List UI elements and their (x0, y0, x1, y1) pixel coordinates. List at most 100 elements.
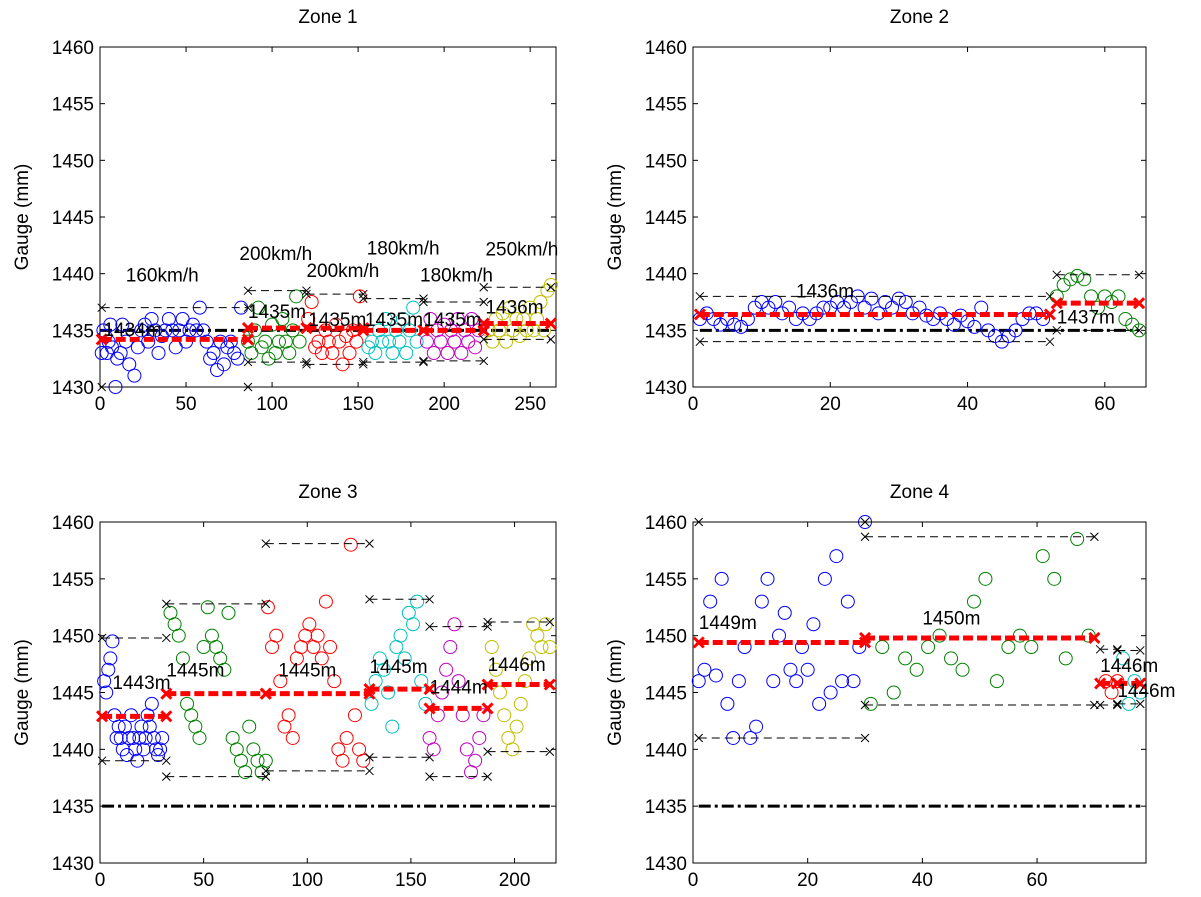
y-tick-label: 1455 (645, 95, 687, 116)
data-point (216, 357, 231, 372)
annotation-label: 1445m (166, 661, 224, 682)
data-point (251, 300, 266, 315)
marker-stroke (419, 356, 428, 366)
data-point (402, 323, 417, 338)
marker-stroke (483, 622, 492, 631)
limit-marker (1134, 270, 1144, 280)
limit-marker (358, 289, 368, 299)
marker-stroke (243, 303, 253, 313)
plot-frame (692, 46, 1147, 388)
mean-marker (477, 317, 490, 330)
marker-stroke (1052, 325, 1062, 335)
data-point (258, 334, 273, 349)
marker-stroke (417, 324, 430, 337)
data-point (275, 312, 290, 326)
x-tick-label: 200 (428, 394, 460, 415)
marker-stroke (357, 324, 370, 337)
limit-marker (483, 622, 492, 631)
limit-marker (419, 294, 428, 303)
data-point (898, 295, 913, 309)
data-point (898, 651, 913, 666)
data-point (1070, 532, 1085, 547)
data-point (459, 742, 474, 757)
x-tick-label: 0 (688, 394, 699, 415)
data-point (356, 753, 371, 768)
data-point (148, 742, 163, 757)
mean-marker (160, 687, 173, 700)
data-point (399, 346, 414, 360)
data-point (1008, 323, 1023, 338)
marker-stroke (860, 733, 870, 743)
data-point (703, 594, 718, 609)
limit-marker (1095, 644, 1105, 654)
data-point (268, 346, 283, 360)
data-point (161, 312, 176, 326)
data-point (347, 708, 362, 723)
data-point (260, 600, 275, 615)
data-point (1035, 549, 1050, 564)
data-point (1063, 272, 1078, 287)
x-tick-label: 0 (688, 870, 699, 891)
data-point (806, 617, 821, 632)
data-point (1077, 272, 1092, 287)
data-point (368, 346, 383, 360)
data-point (1047, 571, 1062, 586)
mean-marker (357, 324, 370, 337)
marker-stroke (261, 766, 271, 776)
marker-stroke (1112, 700, 1122, 710)
data-point (281, 708, 296, 723)
marker-stroke (1095, 644, 1105, 654)
marker-stroke (1094, 677, 1107, 690)
annotation-label: 1443m (112, 673, 170, 694)
data-point (382, 334, 397, 349)
data-point (206, 346, 221, 360)
data-point (708, 668, 723, 683)
data-point (875, 640, 890, 655)
data-point (406, 300, 421, 315)
data-point (522, 651, 537, 666)
limit-marker (365, 539, 374, 548)
subplot-zone-3: 0 50 100 150 200 1430 1435 1440 1445 1450 1455 1460… (12, 482, 557, 891)
mean-marker (1111, 677, 1124, 690)
data-point (292, 334, 307, 349)
data-point (542, 640, 557, 655)
marker-stroke (161, 756, 171, 766)
data-point (783, 662, 798, 677)
data-point (127, 368, 142, 383)
limit-marker (1134, 325, 1144, 335)
data-point (464, 312, 479, 326)
x-tick-label: 0 (95, 870, 106, 891)
chart-title: Zone 3 (298, 482, 357, 503)
limit-marker (261, 539, 271, 548)
y-tick-label: 1430 (52, 854, 94, 875)
series-6 (484, 617, 557, 757)
marker-stroke (300, 322, 313, 335)
limit-marker (546, 335, 556, 344)
marker-stroke (365, 766, 374, 776)
data-point (327, 674, 342, 689)
y-tick-label: 1445 (52, 208, 94, 229)
y-tick-label: 1430 (52, 378, 94, 399)
data-point (302, 617, 317, 632)
limit-marker (1095, 700, 1105, 710)
marker-stroke (1043, 308, 1056, 321)
data-point (343, 537, 358, 552)
marker-stroke (241, 333, 255, 346)
marker-stroke (425, 594, 434, 604)
data-point (155, 730, 170, 745)
annotation-label: 1434m (103, 320, 161, 341)
marker-stroke (302, 289, 311, 299)
limit-marker (302, 286, 311, 296)
x-tick-label: 60 (1026, 870, 1047, 891)
mean-marker (693, 308, 706, 321)
data-point (886, 685, 901, 700)
data-point (497, 708, 512, 723)
mean-marker (417, 324, 430, 337)
marker-stroke (95, 333, 108, 346)
data-point (258, 753, 273, 768)
data-point (314, 346, 329, 360)
limit-marker (419, 297, 428, 307)
limit-marker (302, 359, 311, 369)
subplot-zone-4: 0 20 40 60 1430 1435 1440 1445 1450 1455 1460 Zone … (605, 482, 1175, 891)
